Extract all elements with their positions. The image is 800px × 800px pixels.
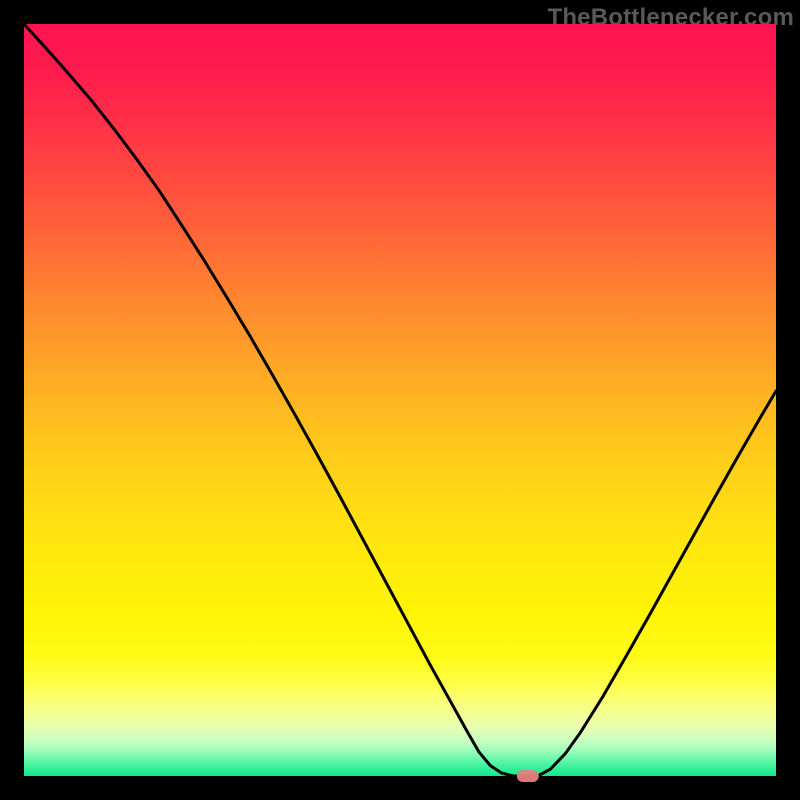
plot-area [24, 24, 776, 776]
source-watermark: TheBottlenecker.com [547, 4, 794, 32]
chart-frame: TheBottlenecker.com [0, 0, 800, 800]
